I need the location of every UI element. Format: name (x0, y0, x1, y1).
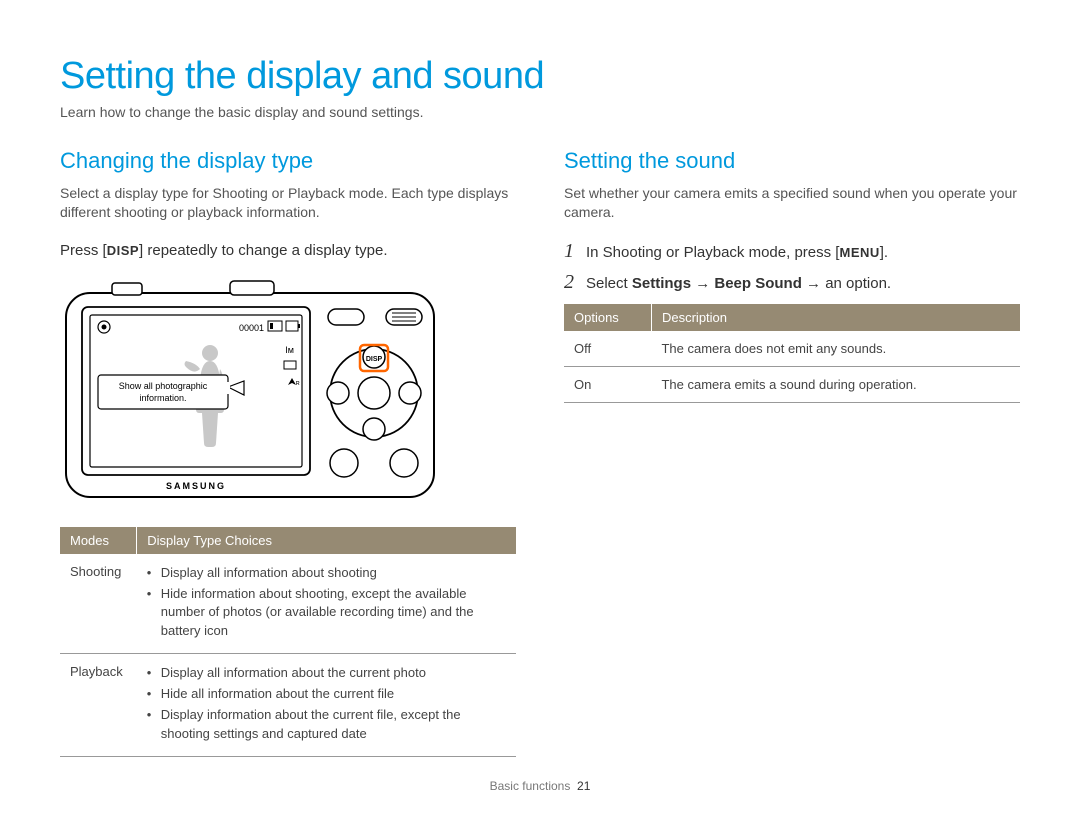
footer-section: Basic functions (490, 779, 571, 793)
right-column: Setting the sound Set whether your camer… (564, 148, 1020, 757)
step-number: 1 (564, 240, 586, 263)
footer-page-number: 21 (577, 779, 590, 793)
table-row: Shooting Display all information about s… (60, 554, 516, 654)
disp-key: DISP (107, 242, 139, 260)
left-section-desc: Select a display type for Shooting or Pl… (60, 184, 516, 222)
instruction-pre: Press [ (60, 242, 107, 259)
svg-text:Iм: Iм (285, 345, 294, 355)
choice-item: Hide information about shooting, except … (147, 585, 506, 642)
svg-text:ᴿ: ᴿ (296, 380, 300, 389)
page-subtitle: Learn how to change the basic display an… (60, 104, 1020, 120)
disp-instruction: Press [DISP] repeatedly to change a disp… (60, 240, 516, 261)
step-post: ]. (880, 244, 888, 261)
step-pre: In Shooting or Playback mode, press [ (586, 244, 839, 261)
description-cell: The camera does not emit any sounds. (651, 331, 1020, 367)
right-section-heading: Setting the sound (564, 148, 1020, 174)
tooltip-line1: Show all photographic (119, 381, 208, 391)
table-row: Playback Display all information about t… (60, 654, 516, 756)
table-row: Off The camera does not emit any sounds. (564, 331, 1020, 367)
option-cell: On (564, 366, 651, 402)
choices-cell: Display all information about the curren… (137, 654, 516, 756)
right-section-desc: Set whether your camera emits a specifie… (564, 184, 1020, 222)
option-cell: Off (564, 331, 651, 367)
step-item: 1 In Shooting or Playback mode, press [M… (564, 240, 1020, 263)
step-number: 2 (564, 271, 586, 294)
beep-options-table: Options Description Off The camera does … (564, 304, 1020, 403)
steps-list: 1 In Shooting or Playback mode, press [M… (564, 240, 1020, 294)
instruction-post: ] repeatedly to change a display type. (139, 242, 388, 259)
step-pre: Select (586, 275, 632, 292)
table-header-choices: Display Type Choices (137, 527, 516, 554)
step-bold-path: Settings → Beep Sound (632, 275, 802, 292)
left-section-heading: Changing the display type (60, 148, 516, 174)
choice-item: Hide all information about the current f… (147, 685, 506, 704)
table-header-description: Description (651, 304, 1020, 331)
choices-cell: Display all information about shooting H… (137, 554, 516, 654)
step-item: 2 Select Settings → Beep Sound → an opti… (564, 271, 1020, 294)
page-title: Setting the display and sound (60, 55, 1020, 98)
menu-key: MENU (839, 244, 879, 262)
step-text: In Shooting or Playback mode, press [MEN… (586, 242, 888, 263)
description-cell: The camera emits a sound during operatio… (651, 366, 1020, 402)
display-type-table: Modes Display Type Choices Shooting Disp… (60, 527, 516, 757)
step-post: → an option. (802, 275, 891, 292)
table-header-modes: Modes (60, 527, 137, 554)
lcd-counter: 00001 (239, 323, 264, 333)
choice-item: Display all information about the curren… (147, 664, 506, 683)
disp-button-label: DISP (366, 356, 383, 363)
choice-item: Display all information about shooting (147, 564, 506, 583)
left-column: Changing the display type Select a displ… (60, 148, 516, 757)
choice-item: Display information about the current fi… (147, 706, 506, 744)
camera-illustration: 00001 Iм ᴿ (60, 275, 440, 505)
mode-cell: Shooting (60, 554, 137, 654)
page-footer: Basic functions 21 (0, 779, 1080, 793)
tooltip-line2: information. (139, 393, 186, 403)
table-row: On The camera emits a sound during opera… (564, 366, 1020, 402)
table-header-options: Options (564, 304, 651, 331)
camera-brand: SAMSUNG (166, 481, 226, 491)
mode-cell: Playback (60, 654, 137, 756)
two-column-layout: Changing the display type Select a displ… (60, 148, 1020, 757)
step-text: Select Settings → Beep Sound → an option… (586, 273, 891, 294)
